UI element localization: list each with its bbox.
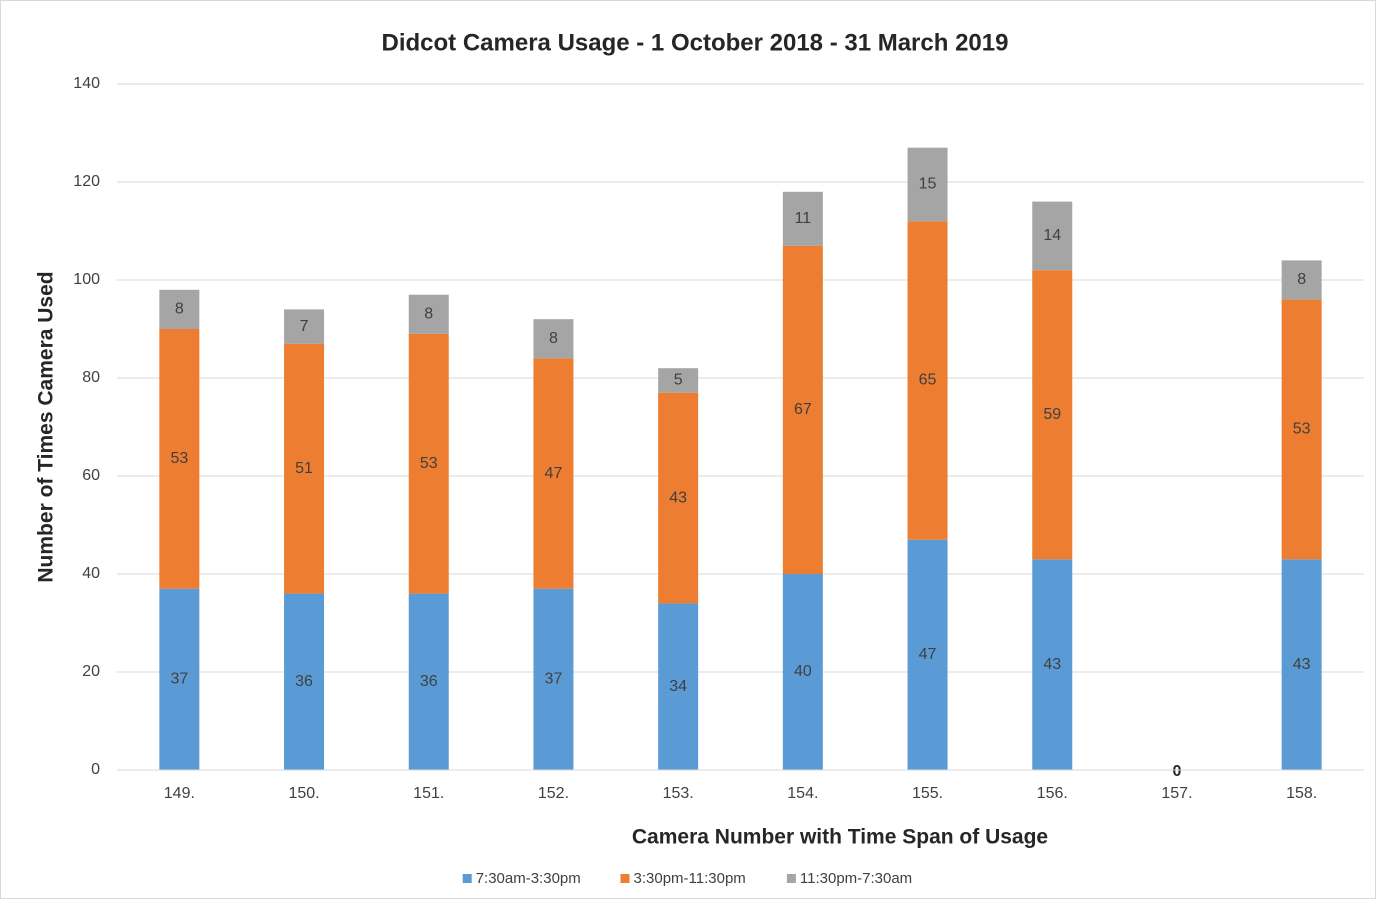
bar-segment xyxy=(658,603,699,770)
x-tick-label: 150. xyxy=(288,785,319,802)
data-label: 43 xyxy=(1043,656,1061,673)
legend-label: 11:30pm-7:30am xyxy=(800,870,912,887)
bar-segment xyxy=(284,343,325,594)
data-label: 37 xyxy=(545,671,563,688)
bar-segment xyxy=(907,147,948,222)
bar-segment xyxy=(408,294,449,334)
bar-segment xyxy=(284,309,325,344)
chart-title: Didcot Camera Usage - 1 October 2018 - 3… xyxy=(382,29,1009,56)
bar-segment xyxy=(1281,299,1322,560)
data-label: 8 xyxy=(175,301,184,318)
legend-swatch xyxy=(786,874,796,883)
x-tick-label: 152. xyxy=(538,785,569,802)
bar-segment xyxy=(1032,201,1073,271)
data-label: 40 xyxy=(794,663,812,680)
bar-segment xyxy=(782,574,823,770)
data-label: 67 xyxy=(794,401,812,418)
data-label: 8 xyxy=(424,306,433,323)
y-tick-label: 20 xyxy=(82,663,100,680)
bar-segment xyxy=(533,358,574,589)
y-tick-label: 80 xyxy=(82,369,100,386)
bar-segment xyxy=(159,329,200,589)
legend-swatch xyxy=(462,874,472,883)
x-tick-label: 156. xyxy=(1037,785,1068,802)
bar-segment xyxy=(658,392,699,604)
data-label: 65 xyxy=(919,372,937,389)
data-label: 34 xyxy=(669,678,687,695)
y-tick-label: 60 xyxy=(82,467,100,484)
bar-segment xyxy=(782,191,823,246)
bar-segment xyxy=(782,245,823,574)
data-label: 53 xyxy=(1293,421,1311,438)
data-label: 0 xyxy=(1172,763,1181,780)
data-label: 47 xyxy=(545,465,563,482)
data-label: 7 xyxy=(300,318,309,335)
bar-segment xyxy=(1281,260,1322,300)
data-label: 43 xyxy=(669,489,687,506)
data-label: 36 xyxy=(420,673,438,690)
legend-swatch xyxy=(620,874,630,883)
x-tick-label: 155. xyxy=(912,785,943,802)
bar-segment xyxy=(907,539,948,770)
data-label: 53 xyxy=(420,455,438,472)
bar-segment xyxy=(408,593,449,770)
data-label: 51 xyxy=(295,460,313,477)
data-label: 15 xyxy=(919,176,937,193)
bar-segment xyxy=(907,221,948,540)
x-tick-label: 151. xyxy=(413,785,444,802)
y-axis-label: Number of Times Camera Used xyxy=(35,271,58,582)
data-label: 14 xyxy=(1043,227,1061,244)
legend-label: 7:30am-3:30pm xyxy=(476,870,581,887)
data-label: 53 xyxy=(170,450,188,467)
data-label: 5 xyxy=(674,372,683,389)
data-label: 47 xyxy=(919,646,937,663)
legend-label: 3:30pm-11:30pm xyxy=(634,870,746,887)
data-label: 8 xyxy=(1297,271,1306,288)
bar-segment xyxy=(159,588,200,770)
bar-segment xyxy=(284,593,325,770)
y-tick-label: 0 xyxy=(91,761,100,778)
bar-segment xyxy=(533,319,574,359)
bar-segment xyxy=(408,333,449,594)
x-axis-label: Camera Number with Time Span of Usage xyxy=(632,826,1048,849)
x-tick-label: 154. xyxy=(787,785,818,802)
data-label: 36 xyxy=(295,673,313,690)
data-label: 11 xyxy=(795,210,812,227)
x-tick-label: 158. xyxy=(1286,785,1317,802)
bar-segment xyxy=(1281,559,1322,770)
data-label: 59 xyxy=(1043,406,1061,423)
data-label: 8 xyxy=(549,330,558,347)
y-tick-label: 140 xyxy=(73,75,100,92)
bar-segment xyxy=(1032,559,1073,770)
bar-segment xyxy=(533,588,574,770)
data-label: 37 xyxy=(170,671,188,688)
x-tick-label: 153. xyxy=(663,785,694,802)
y-tick-label: 120 xyxy=(73,173,100,190)
bar-segment xyxy=(159,289,200,329)
data-label: 43 xyxy=(1293,656,1311,673)
bar-segment xyxy=(1032,270,1073,560)
y-tick-label: 100 xyxy=(73,271,100,288)
x-tick-label: 149. xyxy=(164,785,195,802)
bar-segment xyxy=(658,368,699,393)
y-tick-label: 40 xyxy=(82,565,100,582)
x-tick-label: 157. xyxy=(1161,785,1192,802)
